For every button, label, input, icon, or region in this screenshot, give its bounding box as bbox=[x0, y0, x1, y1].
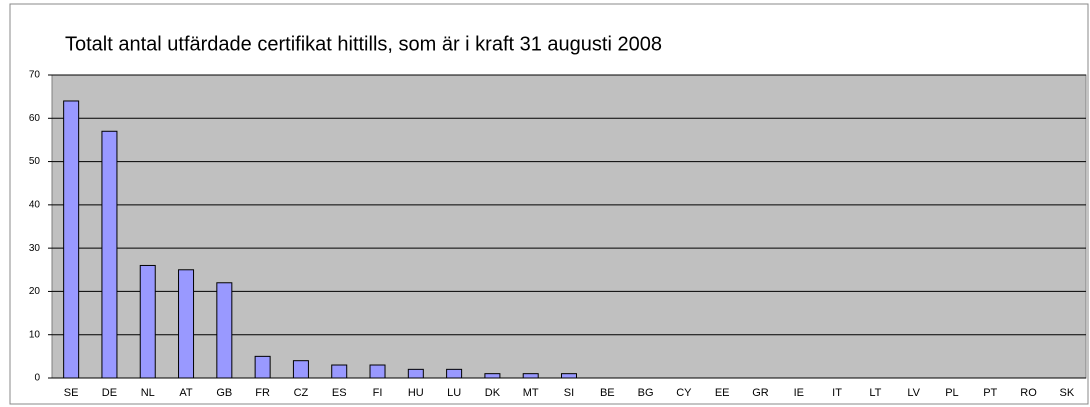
x-tick-label: BE bbox=[600, 387, 615, 399]
y-tick-label: 70 bbox=[29, 70, 41, 81]
x-tick-label: LU bbox=[447, 387, 461, 399]
x-tick-label: DK bbox=[485, 387, 501, 399]
x-tick-label: PL bbox=[945, 387, 958, 399]
x-tick-label: FR bbox=[255, 387, 270, 399]
x-tick-label: GR bbox=[752, 387, 769, 399]
x-tick-label: CY bbox=[676, 387, 692, 399]
x-tick-label: GB bbox=[216, 387, 232, 399]
y-tick-label: 60 bbox=[29, 113, 41, 124]
bar bbox=[292, 360, 309, 379]
bar bbox=[561, 373, 577, 379]
bar bbox=[407, 368, 424, 379]
bar bbox=[446, 368, 463, 379]
bar bbox=[522, 373, 539, 379]
x-tick-label: HU bbox=[408, 387, 424, 399]
y-tick-label: 30 bbox=[29, 243, 41, 254]
x-tick-label: IE bbox=[794, 387, 804, 399]
x-tick-label: DE bbox=[102, 387, 117, 399]
x-tick-label: NL bbox=[141, 387, 155, 399]
bar bbox=[369, 364, 386, 379]
bar bbox=[216, 282, 233, 379]
y-tick-label: 20 bbox=[29, 286, 41, 297]
x-tick-label: CZ bbox=[294, 387, 309, 399]
bar bbox=[178, 269, 195, 379]
y-tick-label: 0 bbox=[34, 373, 40, 384]
x-tick-label: LV bbox=[907, 387, 920, 399]
y-tick-label: 40 bbox=[29, 199, 41, 210]
bar bbox=[63, 100, 80, 379]
x-tick-label: PT bbox=[983, 387, 997, 399]
x-tick-label: SE bbox=[64, 387, 79, 399]
plot-area bbox=[51, 74, 1087, 379]
y-tick-label: 50 bbox=[29, 156, 41, 167]
x-tick-label: AT bbox=[179, 387, 193, 399]
bar bbox=[484, 373, 501, 379]
x-tick-label: EE bbox=[715, 387, 730, 399]
x-tick-label: BG bbox=[638, 387, 654, 399]
x-tick-label: RO bbox=[1020, 387, 1037, 399]
bar bbox=[331, 364, 348, 379]
x-tick-label: ES bbox=[332, 387, 347, 399]
chart-title: Totalt antal utfärdade certifikat hittil… bbox=[65, 33, 662, 55]
x-tick-label: IT bbox=[832, 387, 842, 399]
bar bbox=[101, 130, 118, 379]
x-tick-label: LT bbox=[869, 387, 881, 399]
bar bbox=[254, 355, 271, 379]
x-tick-label: FI bbox=[373, 387, 383, 399]
x-tick-label: SK bbox=[1060, 387, 1075, 399]
bar bbox=[139, 264, 156, 379]
y-tick-label: 10 bbox=[29, 329, 41, 340]
x-tick-label: MT bbox=[523, 387, 539, 399]
x-tick-label: SI bbox=[564, 387, 574, 399]
